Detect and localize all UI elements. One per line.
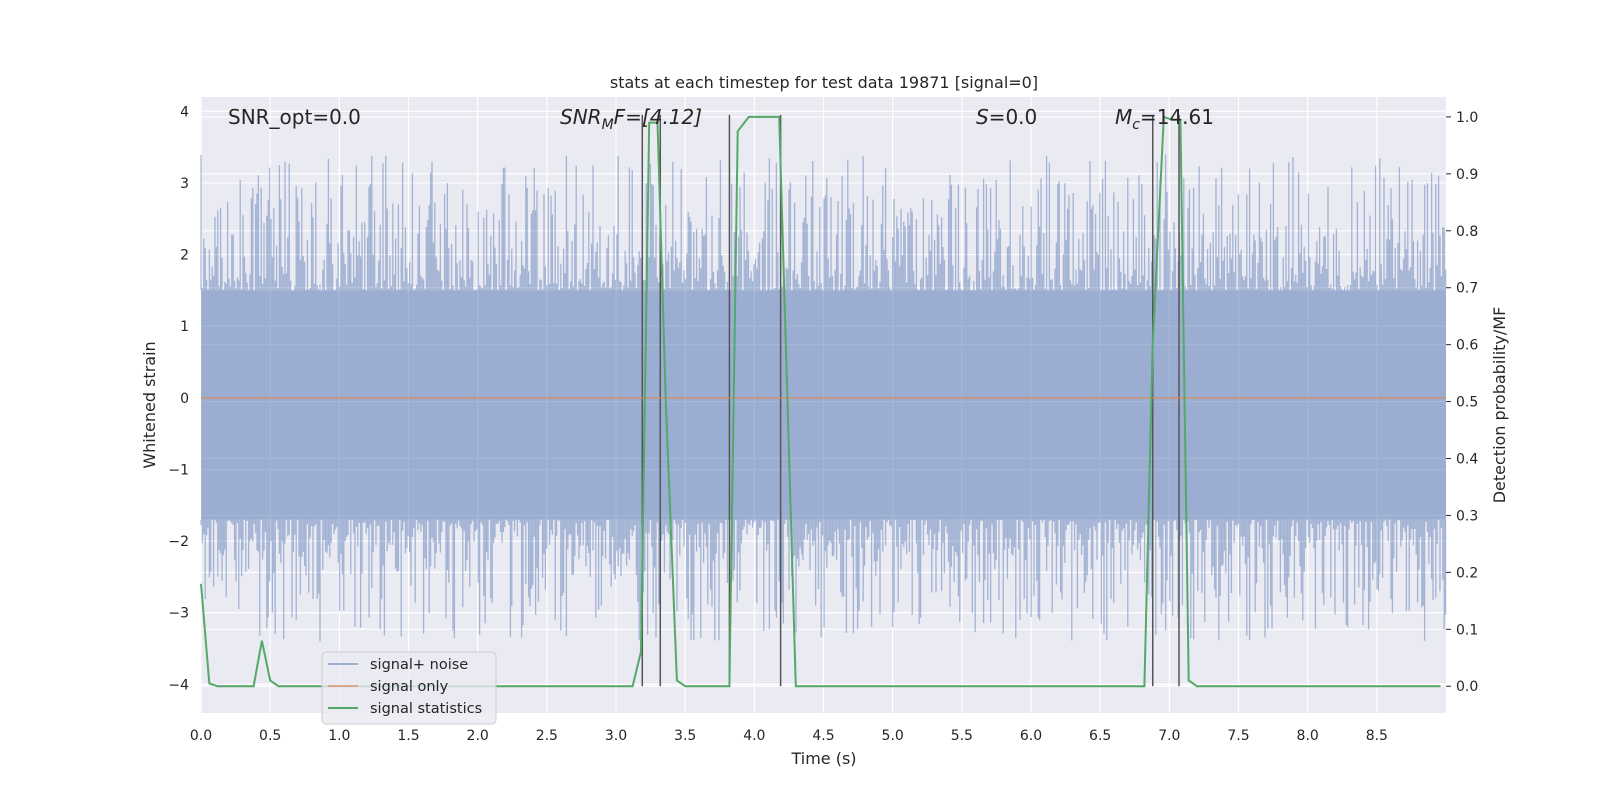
- x-tick-label: 0.0: [190, 728, 212, 744]
- right-y-axis-label: Detection probability/MF: [1490, 307, 1509, 504]
- right-y-tick-label: 0.1: [1456, 622, 1478, 638]
- s-main: S: [976, 105, 989, 129]
- x-tick-label: 7.0: [1158, 728, 1180, 744]
- left-y-tick-label: 4: [180, 104, 189, 120]
- x-tick-label: 5.5: [951, 728, 973, 744]
- snr-mf-rest: F=[4.12]: [614, 105, 702, 129]
- left-y-axis-label: Whitened strain: [140, 341, 159, 468]
- x-tick-label: 4.0: [743, 728, 765, 744]
- x-tick-label: 1.5: [397, 728, 419, 744]
- x-tick-label: 1.0: [328, 728, 350, 744]
- legend-box: [321, 651, 497, 725]
- left-y-tick-label: 3: [180, 176, 189, 192]
- x-tick-label: 8.0: [1297, 728, 1319, 744]
- left-y-tick-label: 2: [180, 248, 189, 264]
- snr-mf-main: SNR: [560, 105, 602, 129]
- right-y-tick-label: 0.4: [1456, 452, 1478, 468]
- right-y-tick-label: 0.0: [1456, 679, 1478, 695]
- x-axis-label: Time (s): [790, 749, 856, 768]
- left-y-tick-label: 1: [180, 319, 189, 335]
- right-y-tick-label: 0.2: [1456, 565, 1478, 581]
- noise-lower-excursions: [200, 519, 1447, 642]
- snr-mf-rest-text: F=[4.12]: [614, 105, 702, 129]
- legend-label-signal-only: signal only: [370, 679, 449, 695]
- x-tick-label: 0.5: [259, 728, 281, 744]
- left-y-tick-label: −1: [168, 462, 189, 478]
- x-tick-label: 6.0: [1020, 728, 1042, 744]
- right-y-tick-label: 0.8: [1456, 224, 1478, 240]
- signal-statistics-series: [200, 115, 1441, 688]
- annotation-snr-mf: SNRMF=[4.12]: [560, 105, 702, 133]
- legend-label-signal-noise: signal+ noise: [370, 657, 468, 673]
- mc-rest: =14.61: [1140, 105, 1214, 129]
- x-tick-label: 6.5: [1089, 728, 1111, 744]
- snr-mf-sub: M: [602, 117, 614, 133]
- left-y-ticks: −4 −3 −2 −1 0 1 2 3 4: [168, 104, 189, 693]
- s-rest: =0.0: [989, 105, 1038, 129]
- mc-sub: c: [1132, 117, 1140, 133]
- left-y-tick-label: −3: [168, 606, 189, 622]
- x-tick-label: 4.5: [812, 728, 834, 744]
- chart-title: stats at each timestep for test data 198…: [610, 73, 1038, 92]
- left-y-tick-label: −2: [168, 534, 189, 550]
- legend: signal+ noise signal only signal statist…: [321, 651, 497, 725]
- x-tick-label: 7.5: [1227, 728, 1249, 744]
- x-tick-label: 3.0: [605, 728, 627, 744]
- x-tick-label: 2.5: [536, 728, 558, 744]
- right-y-tick-label: 1.0: [1456, 110, 1478, 126]
- right-y-tick-label: 0.6: [1456, 338, 1478, 354]
- vertical-markers: [641, 114, 1180, 687]
- annotation-snr-opt: SNR_opt=0.0: [228, 105, 361, 129]
- x-ticks: 0.0 0.5 1.0 1.5 2.0 2.5 3.0 3.5 4.0 4.5 5.0 5.5 6.0 6…: [190, 728, 1388, 744]
- left-y-tick-label: 0: [180, 391, 189, 407]
- x-tick-label: 8.5: [1366, 728, 1388, 744]
- noise-upper-excursions: [200, 154, 1447, 291]
- legend-label-signal-statistics: signal statistics: [370, 701, 482, 717]
- right-y-tick-label: 0.5: [1456, 395, 1478, 411]
- x-tick-label: 2.0: [467, 728, 489, 744]
- signal-noise-series: [200, 154, 1447, 642]
- annotation-s: S=0.0: [976, 105, 1037, 129]
- noise-band: [201, 290, 1446, 520]
- mc-main: M: [1115, 105, 1132, 129]
- right-y-tick-label: 0.7: [1456, 281, 1478, 297]
- right-y-tick-label: 0.3: [1456, 508, 1478, 524]
- left-y-tick-label: −4: [168, 677, 189, 693]
- x-tick-label: 3.5: [674, 728, 696, 744]
- annotation-mc: Mc=14.61: [1115, 105, 1214, 133]
- right-y-tick-label: 0.9: [1456, 167, 1478, 183]
- x-tick-label: 5.0: [882, 728, 904, 744]
- right-y-ticks: 0.0 0.1 0.2 0.3 0.4 0.5 0.6 0.7 0.8 0.9 1.0: [1446, 110, 1478, 695]
